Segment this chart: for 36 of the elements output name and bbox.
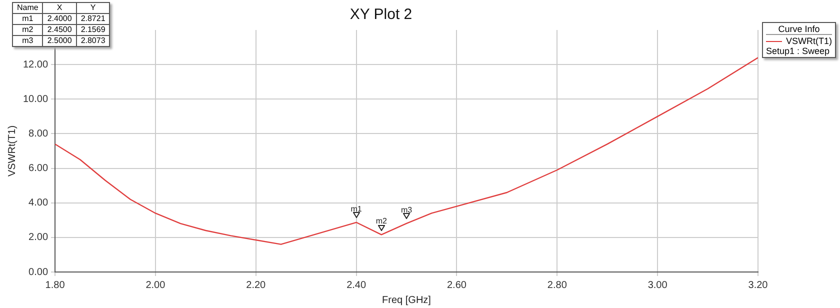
- x-tick-label: 2.20: [246, 280, 266, 291]
- x-tick-label: 3.00: [648, 280, 668, 291]
- x-tick-label: 2.40: [346, 280, 366, 291]
- annotation: m3: [400, 205, 413, 214]
- text: m2: [22, 25, 34, 34]
- x-tick-label: 2.00: [146, 280, 166, 291]
- x-tick-label: 3.20: [748, 280, 768, 291]
- y-axis-title: VSWRt(T1): [6, 125, 18, 177]
- y-tick-label: 4.00: [28, 198, 48, 209]
- text: m1: [22, 14, 34, 23]
- x-axis-title: Freq [GHz]: [382, 294, 432, 306]
- y-tick-label: 0.00: [28, 266, 48, 278]
- y-tick-label: 12.00: [22, 59, 48, 70]
- annotation: m2: [376, 216, 388, 226]
- annotation: m1: [350, 204, 362, 214]
- text: Setup1 : Sweep: [766, 46, 831, 56]
- y-tick-label: 2.00: [28, 232, 48, 244]
- annotation: 2.4500: [42, 24, 76, 36]
- y-tick-label: 10.00: [22, 94, 48, 105]
- x-tick-label: 2.60: [446, 280, 467, 291]
- annotation: 2.1569: [76, 24, 110, 36]
- annotation: 2.8073: [76, 36, 110, 46]
- y-tick-label: 6.00: [28, 163, 48, 174]
- x-tick-label: 2.80: [547, 280, 568, 291]
- text: X: [42, 2, 76, 14]
- legend-title: Curve Info: [766, 24, 832, 35]
- text: 2.4000: [42, 14, 76, 24]
- x-tick-label: 1.80: [45, 280, 66, 291]
- chart-title: XY Plot 2: [350, 6, 412, 24]
- legend-label: VSWRt(T1): [785, 36, 832, 46]
- text: Name: [12, 2, 43, 14]
- text: m3: [22, 36, 34, 45]
- annotation: 2.5000: [42, 36, 76, 46]
- text: Y: [76, 2, 110, 14]
- y-tick-label: 8.00: [28, 128, 48, 140]
- text: 2.8721: [76, 14, 110, 24]
